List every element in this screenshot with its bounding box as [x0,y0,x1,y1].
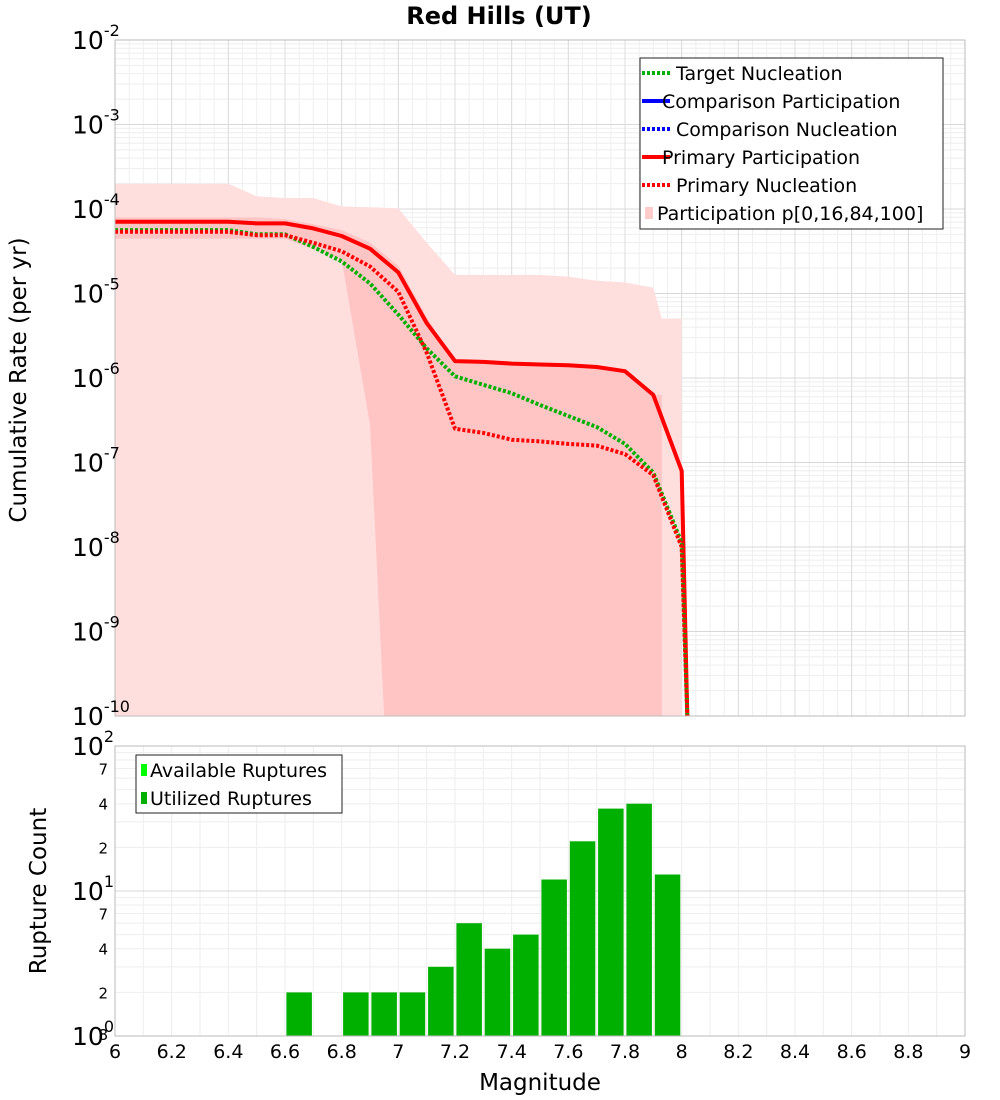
count-y-major-label: 101 [72,872,114,906]
rupture-count-bar [541,879,567,1036]
x-tick-label: 8.6 [837,1041,867,1063]
rate-legend-box [639,57,944,230]
rupture-count-bar [569,841,596,1036]
rate-y-tick-label: 10-7 [72,444,120,478]
count-y-major-label: 102 [72,727,114,761]
count-y-minor-label: 2 [98,839,108,857]
x-axis-label: Magnitude [479,1070,601,1096]
count-plot-frame [114,745,966,1037]
count-grid [114,745,966,1037]
count-legend-label: Utilized Ruptures [150,788,312,810]
rupture-count-bar [654,874,681,1036]
x-tick-label: 6 [109,1041,121,1063]
rupture-count-bar [626,803,652,1036]
rupture-bars [286,803,681,1036]
x-tick-label: 7.4 [497,1041,527,1063]
rate-y-ticks: 10-2 10-3 10-4 10-5 10-6 10-7 10-8 10-9 10-10 [72,21,130,731]
rate-y-tick-label: 10-5 [72,275,120,309]
count-legend-swatch [141,792,147,804]
series-line-target_nuc [115,228,690,717]
series-line-prim_nuc [115,229,690,717]
legend-label-comp_part: Comparison Participation [662,91,900,113]
rate-y-tick-label: 10-8 [72,528,120,562]
x-tick-label: 6.8 [327,1041,357,1063]
rate-y-tick-label: 10-4 [72,190,120,224]
rate-y-tick-label: 10-6 [72,359,120,393]
rupture-count-bar [598,808,624,1036]
participation-bands [115,183,682,716]
x-tick-label: 9 [959,1041,971,1063]
magnitude-x-ticks: 6 6.2 6.4 6.6 6.8 7 7.2 7.4 7.6 7.8 8 8.2 8.4 8.6 8.8 9 [109,1041,971,1063]
x-tick-label: 7.2 [440,1041,470,1063]
rate-plot-frame [114,39,966,717]
count-y-minor-label: 2 [98,984,108,1002]
x-tick-label: 8.4 [780,1041,810,1063]
count-y-minor-label: 7 [98,760,108,778]
legend-label-target_nuc: Target Nucleation [675,63,843,85]
legend-label-comp_nuc: Comparison Nucleation [676,119,898,141]
series-line-prim_part [115,219,690,717]
count-legend: Available Ruptures Utilized Ruptures [135,754,343,814]
count-y-major-label: 100 [72,1017,114,1051]
rupture-count-bar [456,923,482,1036]
x-tick-label: 8.8 [893,1041,923,1063]
count-y-minor-label: 7 [98,905,108,923]
rate-panel: 10-2 10-3 10-4 10-5 10-6 10-7 10-8 10-9 10-10 Cu… [6,21,966,731]
rupture-count-bar [399,992,426,1036]
participation-band-inner [115,217,662,716]
rate-y-tick-label: 10-10 [72,697,130,731]
count-panel: 102 101 100 7 4 2 7 4 2 8 Rupture Count 6 6.2 6.4 6.… [26,727,971,1096]
x-tick-label: 6.2 [157,1041,187,1063]
count-y-minor-label: 4 [98,941,108,959]
count-y-minor-label: 8 [98,1026,108,1044]
legend-label-prim_part: Primary Participation [662,147,860,169]
rupture-count-bar [428,966,454,1036]
rate-y-axis-label: Cumulative Rate (per yr) [6,237,32,522]
count-y-minor-label: 4 [98,796,108,814]
legend-label-prim_nuc: Primary Nucleation [676,175,857,197]
rupture-count-bar [343,992,369,1036]
rate-y-tick-label: 10-3 [72,106,120,140]
x-tick-label: 8.2 [723,1041,753,1063]
x-tick-label: 7.8 [610,1041,640,1063]
chart-title: Red Hills (UT) [406,2,592,30]
x-tick-label: 6.4 [213,1041,243,1063]
rate-legend: Target Nucleation Comparison Participatio… [639,57,944,230]
legend-swatch-band [645,207,653,219]
legend-label-band: Participation p[0,16,84,100] [657,203,923,225]
rupture-count-bar [286,992,312,1036]
rate-y-tick-label: 10-9 [72,613,120,647]
x-tick-label: 8 [676,1041,688,1063]
rate-y-tick-label: 10-2 [72,21,120,55]
count-legend-box [135,754,343,814]
x-tick-label: 6.6 [270,1041,300,1063]
x-tick-label: 7 [392,1041,404,1063]
count-y-ticks: 102 101 100 7 4 2 7 4 2 8 [72,727,114,1051]
count-legend-swatch [141,764,147,776]
rupture-count-bar [513,934,539,1036]
rupture-count-bar [371,992,397,1036]
count-y-axis-label: Rupture Count [26,808,52,974]
rupture-count-bar [484,948,511,1036]
count-legend-label: Available Ruptures [150,760,327,782]
x-tick-label: 7.6 [553,1041,583,1063]
rate-lines [115,219,690,717]
